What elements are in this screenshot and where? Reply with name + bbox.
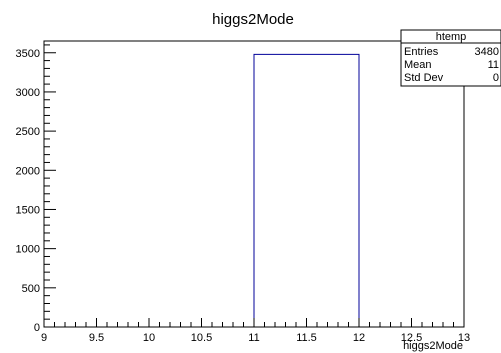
stats-stddev-label: Std Dev bbox=[404, 72, 444, 84]
bars-layer bbox=[253, 53, 360, 327]
stats-entries-label: Entries bbox=[404, 46, 439, 58]
y-tick-label: 500 bbox=[22, 283, 40, 295]
x-axis-label: higgs2Mode bbox=[403, 340, 463, 352]
x-tick-label: 9.5 bbox=[89, 332, 104, 344]
y-tick-label: 1000 bbox=[16, 244, 40, 256]
x-tick-label: 12 bbox=[353, 332, 365, 344]
x-tick-label: 12.5 bbox=[401, 332, 422, 344]
x-tick-label: 13 bbox=[458, 332, 470, 344]
y-tick-label: 2000 bbox=[16, 165, 40, 177]
x-tick-label: 9 bbox=[41, 332, 47, 344]
y-tick-label: 3000 bbox=[16, 87, 40, 99]
stats-stddev-value: 0 bbox=[493, 72, 499, 84]
x-tick-label: 11.5 bbox=[296, 332, 317, 344]
y-tick-label: 2500 bbox=[16, 126, 40, 138]
stats-entries-value: 3480 bbox=[475, 46, 499, 58]
y-tick-label: 3500 bbox=[16, 48, 40, 60]
x-tick-label: 10 bbox=[143, 332, 155, 344]
stats-mean-value: 11 bbox=[488, 59, 499, 71]
histogram-bin-0 bbox=[253, 53, 360, 327]
y-tick-label: 1500 bbox=[16, 204, 40, 216]
axis-ticks: 9 9.5 10 10.5 11 11.5 12 12.5 13 0 500 1000 1500 2000… bbox=[16, 44, 470, 344]
chart-title: higgs2Mode bbox=[212, 11, 294, 28]
stats-box: htemp Entries 3480 Mean 11 Std Dev 0 bbox=[400, 29, 501, 87]
stats-box-frame bbox=[400, 29, 501, 87]
x-tick-label: 10.5 bbox=[191, 332, 212, 344]
y-tick-label: 0 bbox=[34, 322, 40, 334]
stats-mean-label: Mean bbox=[404, 59, 432, 71]
stats-box-title: htemp bbox=[436, 31, 467, 43]
x-tick-label: 11 bbox=[248, 332, 259, 344]
